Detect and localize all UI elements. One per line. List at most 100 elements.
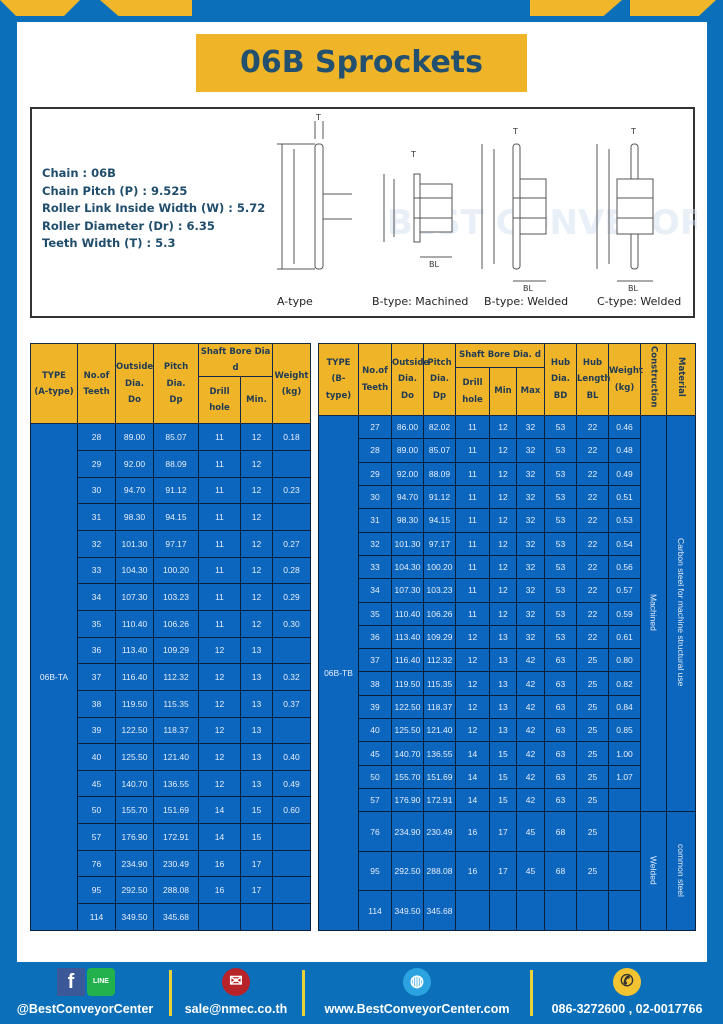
- bore-min-cell: 17: [240, 876, 273, 905]
- outside-dia-cell: 104.30: [391, 554, 424, 580]
- teeth-cell: 32: [358, 531, 392, 556]
- header-text: Pitch Dia.: [163, 362, 189, 389]
- table-row: 76 234.90 230.49 16 17 45 68 25 Welded common ste…: [319, 811, 697, 931]
- table-row: 114 349.50 345.68: [319, 890, 696, 931]
- table-row: 29 92.00 88.09 11 12: [31, 449, 311, 478]
- weight-cell: 0.60: [272, 796, 311, 825]
- pitch-dia-cell: 345.68: [153, 903, 199, 931]
- weight-cell: 0.56: [608, 554, 642, 580]
- header-text: (A-type): [34, 386, 74, 397]
- header-text: Outside: [392, 358, 430, 369]
- table-row: 50 155.70 151.69 14 15 0.60: [31, 796, 311, 825]
- bore-min-cell: 13: [489, 694, 517, 720]
- pitch-dia-cell: 172.91: [423, 787, 456, 813]
- teeth-cell: 38: [358, 671, 392, 696]
- website-link[interactable]: www.BestConveyorCenter.com: [324, 1002, 510, 1016]
- bore-min-cell: 13: [240, 663, 273, 691]
- footer-social[interactable]: f LINE @BestConveyorCenter: [5, 962, 165, 1024]
- decor-stripe: [0, 0, 80, 16]
- pitch-dia-cell: 112.32: [153, 663, 199, 691]
- drill-hole-cell: [198, 903, 241, 931]
- diagram-b-machined: [383, 173, 453, 258]
- caption-b-machined: B-type: Machined: [372, 295, 469, 308]
- bore-max-cell: 32: [515, 554, 546, 580]
- type-cell: 06B-TA: [30, 423, 78, 931]
- teeth-cell: 114: [77, 903, 116, 931]
- weight-cell: [608, 811, 642, 852]
- spec-roller-diameter: Roller Diameter (Dr) : 6.35: [42, 218, 215, 233]
- teeth-cell: 45: [77, 769, 116, 798]
- pitch-dia-cell: 97.17: [153, 529, 199, 558]
- teeth-cell: 45: [358, 741, 392, 766]
- header-drill-hole: Drill hole: [455, 367, 490, 416]
- outside-dia-cell: 101.30: [115, 529, 154, 558]
- outside-dia-cell: 234.90: [391, 811, 424, 852]
- table-row: 39 122.50 118.37 12 13 42 63 25 0.84: [319, 694, 696, 720]
- divider: [169, 970, 172, 1016]
- weight-cell: 0.53: [608, 508, 642, 533]
- diagram-c-welded: [596, 143, 654, 282]
- bore-min-cell: 12: [489, 554, 517, 580]
- bore-min-cell: [240, 903, 273, 931]
- hub-length-cell: 22: [576, 601, 610, 626]
- facebook-icon[interactable]: f: [57, 968, 85, 996]
- header-text: Length: [577, 374, 611, 385]
- bore-min-cell: [489, 890, 517, 931]
- header-teeth: No.of Teeth: [358, 343, 392, 416]
- teeth-cell: 50: [358, 764, 392, 790]
- header-teeth: No.of Teeth: [77, 342, 116, 425]
- outside-dia-cell: 113.40: [115, 636, 154, 665]
- drill-hole-cell: 11: [198, 503, 241, 531]
- pitch-dia-cell: 288.08: [153, 876, 199, 905]
- teeth-cell: 28: [77, 423, 116, 451]
- drill-hole-cell: 11: [198, 609, 241, 638]
- bore-min-cell: 12: [489, 461, 517, 486]
- divider: [302, 970, 305, 1016]
- pitch-dia-cell: 230.49: [153, 849, 199, 878]
- email-link[interactable]: sale@nmec.co.th: [184, 1002, 288, 1016]
- pitch-dia-cell: 100.20: [153, 556, 199, 585]
- header-text: No.of: [362, 366, 388, 377]
- outside-dia-cell: 140.70: [391, 741, 424, 766]
- caption-b-welded: B-type: Welded: [484, 295, 569, 308]
- diagram-a-type: [277, 121, 352, 270]
- bore-max-cell: 42: [515, 764, 546, 790]
- footer-website[interactable]: ◍ www.BestConveyorCenter.com: [308, 962, 526, 1024]
- teeth-cell: 76: [77, 849, 116, 878]
- phone-number[interactable]: 086-3272600 , 02-0017766: [551, 1002, 703, 1016]
- hub-length-cell: 25: [576, 850, 610, 892]
- table-row: 38 119.50 115.35 12 13 42 63 25 0.82: [319, 671, 696, 696]
- outside-dia-cell: 104.30: [115, 556, 154, 585]
- header-text: Pitch: [427, 358, 452, 369]
- weight-cell: [272, 876, 311, 905]
- bore-max-cell: 45: [515, 850, 546, 892]
- bore-min-cell: 12: [489, 484, 517, 510]
- footer-phone[interactable]: ✆ 086-3272600 , 02-0017766: [536, 962, 718, 1024]
- weight-cell: 1.00: [608, 741, 642, 766]
- teeth-cell: 37: [77, 663, 116, 691]
- teeth-cell: 30: [358, 484, 392, 510]
- line-icon[interactable]: LINE: [87, 968, 115, 996]
- drill-hole-cell: 11: [198, 423, 241, 451]
- pitch-dia-cell: 103.23: [423, 578, 456, 603]
- footer-email[interactable]: ✉ sale@nmec.co.th: [175, 962, 297, 1024]
- outside-dia-cell: 176.90: [115, 823, 154, 851]
- table-row: 45 140.70 136.55 14 15 42 63 25 1.00: [319, 741, 696, 766]
- outside-dia-cell: 155.70: [115, 796, 154, 825]
- social-handle: @BestConveyorCenter: [16, 1002, 154, 1016]
- outside-dia-cell: 234.90: [115, 849, 154, 878]
- outside-dia-cell: 107.30: [391, 578, 424, 603]
- material-cell: common steel: [666, 811, 697, 931]
- pitch-dia-cell: 109.29: [153, 636, 199, 665]
- outside-dia-cell: 140.70: [115, 769, 154, 798]
- bore-max-cell: 42: [515, 694, 546, 720]
- hub-dia-cell: 53: [544, 624, 578, 650]
- a-type-table: TYPE (A-type) No.of Teeth Outside Dia. Do Pi…: [30, 342, 311, 931]
- bore-max-cell: 32: [515, 438, 546, 463]
- globe-icon: ◍: [403, 968, 431, 996]
- outside-dia-cell: 113.40: [391, 624, 424, 650]
- hub-dia-cell: 53: [544, 554, 578, 580]
- table-row: 76 234.90 230.49 16 17: [31, 849, 311, 878]
- table-row: 95 292.50 288.08 16 17: [31, 876, 311, 905]
- outside-dia-cell: 176.90: [391, 787, 424, 813]
